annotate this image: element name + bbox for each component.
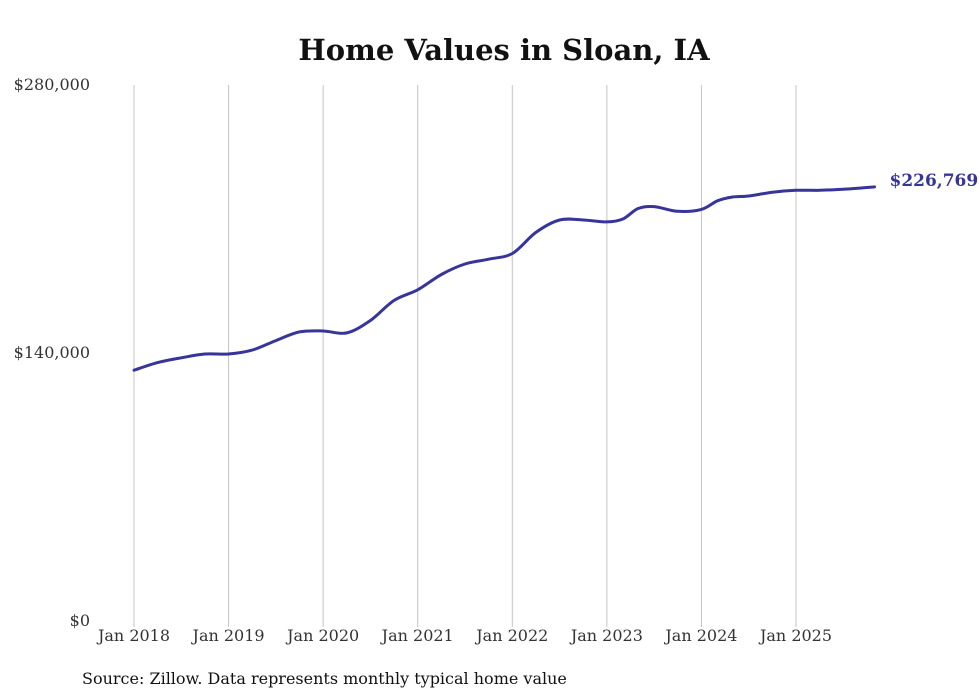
x-tick-label: Jan 2019 <box>191 626 265 645</box>
x-tick-label: Jan 2024 <box>663 626 737 645</box>
grid-lines <box>133 85 797 627</box>
y-tick-label: $280,000 <box>14 75 90 94</box>
source-note: Source: Zillow. Data represents monthly … <box>82 669 567 688</box>
x-tick-label: Jan 2022 <box>474 626 548 645</box>
end-value-label: $226,769 <box>889 171 978 191</box>
x-tick-label: Jan 2018 <box>96 626 170 645</box>
series-line <box>132 185 876 372</box>
x-tick-label: Jan 2025 <box>758 626 832 645</box>
chart-title: Home Values in Sloan, IA <box>298 33 710 67</box>
y-axis: $0 $140,000 $280,000 <box>14 75 90 630</box>
y-tick-label: $0 <box>70 611 90 630</box>
x-tick-label: Jan 2023 <box>569 626 643 645</box>
y-tick-label: $140,000 <box>14 343 90 362</box>
x-axis: Jan 2018 Jan 2019 Jan 2020 Jan 2021 Jan 2022… <box>96 626 832 645</box>
x-tick-label: Jan 2021 <box>380 626 454 645</box>
series-group <box>132 185 876 372</box>
x-tick-label: Jan 2020 <box>285 626 359 645</box>
